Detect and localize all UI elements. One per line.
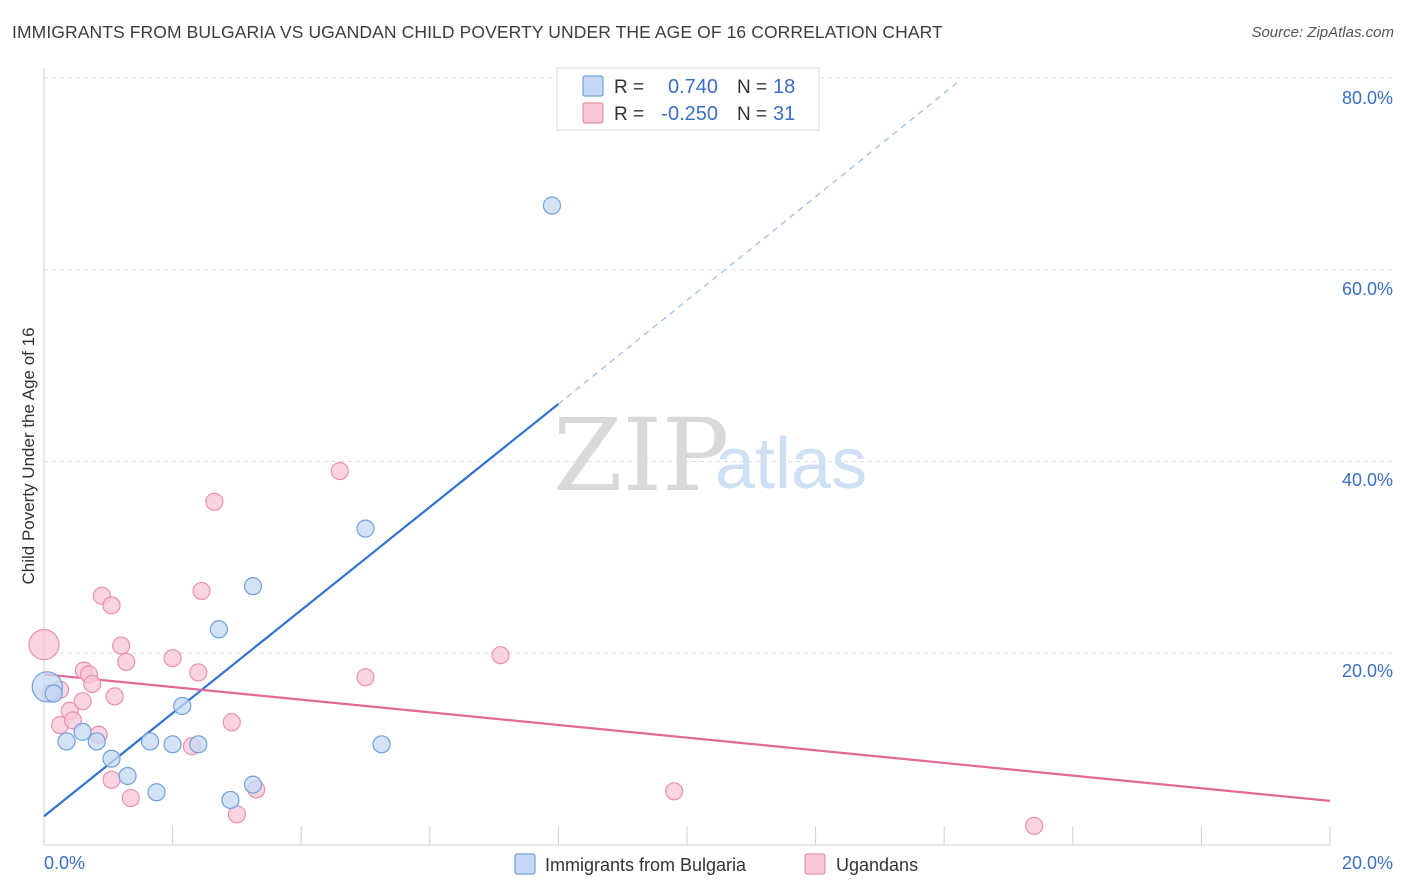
y-tick-label-40: 40.0% <box>1342 470 1393 490</box>
data-point-bulgaria <box>140 732 160 751</box>
data-point-bulgaria <box>243 577 263 596</box>
data-point-ugandans <box>102 596 121 615</box>
data-point-bulgaria <box>102 749 121 768</box>
legend-r-value-bulgaria: 0.740 <box>668 76 718 98</box>
series-legend-label-bulgaria: Immigrants from Bulgaria <box>545 855 747 875</box>
y-tick-label-60: 60.0% <box>1342 279 1393 299</box>
data-point-ugandans <box>1025 816 1044 835</box>
data-point-ugandans <box>192 581 211 601</box>
grid <box>44 77 1392 654</box>
legend-n-value-ugandans: 31 <box>773 103 795 125</box>
data-point-ugandans <box>665 782 684 801</box>
watermark-zip: ZIP <box>553 397 729 514</box>
trend-lines <box>43 82 1331 818</box>
series-legend-label-ugandans: Ugandans <box>836 855 918 875</box>
legend-swatch-bulgaria <box>582 75 604 97</box>
data-point-bulgaria <box>189 735 208 754</box>
data-point-bulgaria <box>542 196 562 215</box>
data-point-ugandans <box>83 674 102 694</box>
data-point-ugandans <box>330 461 349 481</box>
data-point-bulgaria <box>73 722 92 741</box>
legend-r-value-ugandans: -0.250 <box>661 103 718 125</box>
data-point-bulgaria <box>118 766 137 786</box>
chart-source: Source: ZipAtlas.com <box>1251 24 1394 41</box>
watermark-atlas: atlas <box>715 424 867 504</box>
trend-line-bulgaria-extension <box>557 82 958 405</box>
x-tick-label-min: 0.0% <box>44 853 85 873</box>
x-tick-label-max: 20.0% <box>1342 853 1393 873</box>
data-point-ugandans <box>205 492 224 511</box>
legend-n-value-bulgaria: 18 <box>773 76 795 98</box>
legend-r-label-bulgaria: R = <box>614 77 644 98</box>
data-point-ugandans <box>189 663 208 682</box>
data-point-bulgaria <box>87 732 106 751</box>
stats-legend: R = 0.740 N = 18 R = -0.250 N = 31 <box>556 67 820 131</box>
data-point-bulgaria <box>356 519 375 538</box>
watermark: ZIP atlas <box>553 397 867 514</box>
data-point-ugandans <box>28 629 60 661</box>
data-point-bulgaria <box>243 775 263 794</box>
series-legend-swatch-bulgaria <box>514 853 536 875</box>
series-legend: Immigrants from Bulgaria Ugandans <box>514 853 918 875</box>
data-point-bulgaria <box>221 790 240 810</box>
data-point-ugandans <box>73 692 92 711</box>
data-point-bulgaria <box>209 620 228 639</box>
data-point-ugandans <box>121 788 140 808</box>
chart-title: IMMIGRANTS FROM BULGARIA VS UGANDAN CHIL… <box>12 22 943 42</box>
data-point-bulgaria <box>147 783 166 802</box>
data-point-bulgaria <box>44 684 63 703</box>
legend-n-label-bulgaria: N = <box>737 77 767 98</box>
data-point-ugandans <box>105 687 124 706</box>
data-point-bulgaria <box>57 732 76 751</box>
legend-r-label-ugandans: R = <box>614 104 644 125</box>
trend-line-bulgaria <box>43 403 560 818</box>
data-point-ugandans <box>222 713 241 732</box>
data-points <box>28 196 1044 835</box>
data-point-ugandans <box>102 770 121 789</box>
axes <box>43 68 1331 846</box>
legend-n-label-ugandans: N = <box>737 104 767 125</box>
y-tick-label-20: 20.0% <box>1342 661 1393 681</box>
data-point-ugandans <box>112 636 131 655</box>
trend-line-ugandans <box>43 673 1331 802</box>
data-point-ugandans <box>356 668 375 687</box>
y-tick-label-80: 80.0% <box>1342 88 1393 108</box>
data-point-ugandans <box>491 646 510 665</box>
series-legend-swatch-ugandans <box>804 853 826 875</box>
data-point-bulgaria <box>372 735 391 754</box>
data-point-bulgaria <box>173 696 192 716</box>
data-point-bulgaria <box>163 735 182 754</box>
data-point-ugandans <box>163 648 182 668</box>
data-point-ugandans <box>117 652 136 671</box>
legend-swatch-ugandans <box>582 102 604 124</box>
y-axis-label: Child Poverty Under the Age of 16 <box>19 327 38 584</box>
